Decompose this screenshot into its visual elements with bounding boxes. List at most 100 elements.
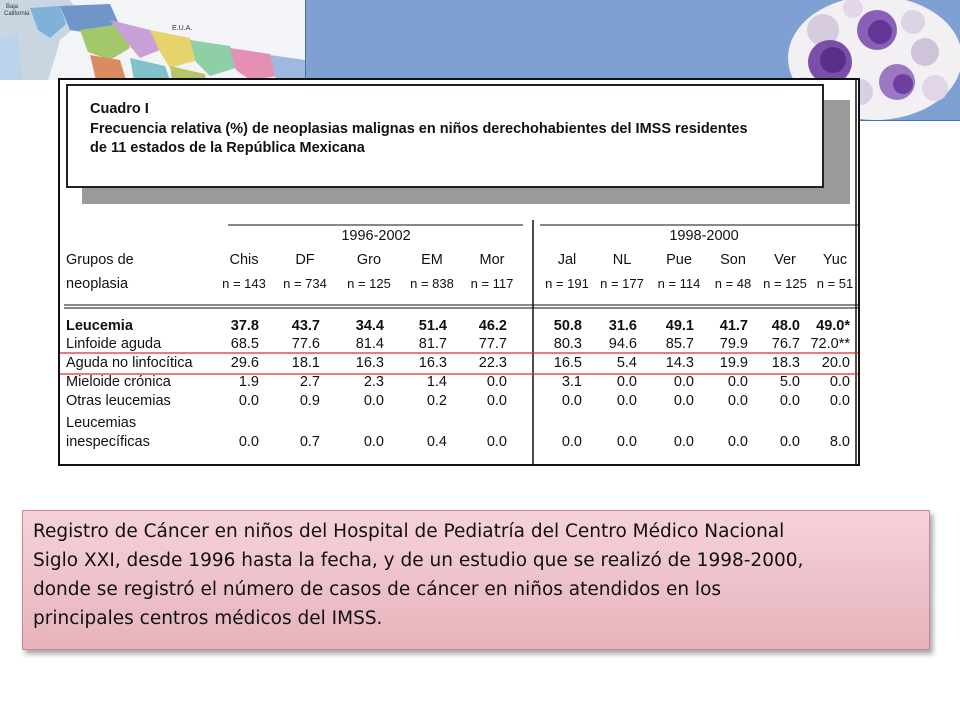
col-header-state: Jal bbox=[558, 252, 577, 268]
cell-value: 0.0 bbox=[364, 434, 384, 450]
description-line-3: donde se registró el número de casos de … bbox=[33, 579, 722, 600]
row-label: Mieloide crónica bbox=[66, 374, 172, 390]
period-header-2: 1998-2000 bbox=[669, 228, 738, 244]
cell-value: 0.0 bbox=[830, 374, 850, 390]
cell-value: 34.4 bbox=[356, 318, 384, 334]
cell-value: 1.4 bbox=[427, 374, 447, 390]
cell-value: 81.4 bbox=[356, 336, 384, 352]
cell-value: 79.9 bbox=[720, 336, 748, 352]
cell-value: 81.7 bbox=[419, 336, 447, 352]
cell-value: 0.9 bbox=[300, 393, 320, 409]
cell-value: 14.3 bbox=[666, 355, 694, 371]
cell-value: 0.0 bbox=[239, 393, 259, 409]
col-header-state: Ver bbox=[774, 252, 796, 268]
cell-value: 0.0 bbox=[487, 434, 507, 450]
cell-value: 0.0 bbox=[830, 393, 850, 409]
cell-value: 51.4 bbox=[419, 318, 447, 334]
cell-value: 22.3 bbox=[479, 355, 507, 371]
cell-value: 0.0 bbox=[674, 434, 694, 450]
cell-value: 0.0 bbox=[780, 393, 800, 409]
cell-value: 0.0 bbox=[487, 374, 507, 390]
row-label: Otras leucemias bbox=[66, 393, 171, 409]
map-label-state-2: California bbox=[4, 11, 30, 17]
row-header-line-1: Grupos de bbox=[66, 252, 134, 268]
cell-value: 85.7 bbox=[666, 336, 694, 352]
cell-value: 0.0 bbox=[562, 434, 582, 450]
cell-value: 0.2 bbox=[427, 393, 447, 409]
col-header-state: Yuc bbox=[823, 252, 847, 268]
data-table: 1996-2002 1998-2000 Grupos de neoplasia Chis… bbox=[60, 80, 858, 464]
cell-value: 41.7 bbox=[720, 318, 748, 334]
cell-value: 0.0 bbox=[674, 393, 694, 409]
col-header-state: DF bbox=[295, 252, 314, 268]
cell-value: 49.0* bbox=[816, 318, 850, 334]
col-header-n: n = 114 bbox=[658, 276, 701, 291]
cell-value: 76.7 bbox=[772, 336, 800, 352]
map-label-country: E.U.A. bbox=[172, 25, 192, 32]
cell-value: 5.4 bbox=[617, 355, 637, 371]
cell-value: 49.1 bbox=[666, 318, 694, 334]
cell-value: 80.3 bbox=[554, 336, 582, 352]
cell-value: 0.0 bbox=[239, 434, 259, 450]
col-header-n: n = 125 bbox=[763, 276, 807, 291]
cell-value: 0.0 bbox=[487, 393, 507, 409]
cell-value: 0.0 bbox=[780, 434, 800, 450]
col-header-state: NL bbox=[613, 252, 632, 268]
cell-value: 46.2 bbox=[479, 318, 507, 334]
cell-value: 68.5 bbox=[231, 336, 259, 352]
cell-value: 0.0 bbox=[617, 393, 637, 409]
period-header-1: 1996-2002 bbox=[341, 228, 410, 244]
row-header-line-2: neoplasia bbox=[66, 276, 129, 292]
row-label-line-2: inespecíficas bbox=[66, 434, 150, 450]
col-header-state: Son bbox=[720, 252, 746, 268]
row-label: Leucemia bbox=[66, 318, 134, 334]
cell-value: 0.7 bbox=[300, 434, 320, 450]
col-header-n: n = 191 bbox=[545, 276, 589, 291]
col-header-n: n = 143 bbox=[222, 276, 266, 291]
description-box: Registro de Cáncer en niños del Hospital… bbox=[22, 510, 930, 650]
cell-value: 2.7 bbox=[300, 374, 320, 390]
cell-value: 0.0 bbox=[674, 374, 694, 390]
col-header-n: n = 734 bbox=[283, 276, 327, 291]
cell-value: 37.8 bbox=[231, 318, 259, 334]
col-header-n: n = 177 bbox=[600, 276, 644, 291]
cell-value: 3.1 bbox=[562, 374, 582, 390]
col-header-state: Mor bbox=[480, 252, 505, 268]
cell-value: 0.0 bbox=[617, 374, 637, 390]
map-label-state: Baja bbox=[6, 4, 19, 10]
cell-value: 20.0 bbox=[822, 355, 850, 371]
col-header-n: n = 125 bbox=[347, 276, 391, 291]
description-line-4: principales centros médicos del IMSS. bbox=[33, 608, 383, 629]
cell-value: 18.3 bbox=[772, 355, 800, 371]
col-header-state: EM bbox=[421, 252, 443, 268]
cell-value: 0.0 bbox=[364, 393, 384, 409]
col-header-n: n = 838 bbox=[410, 276, 454, 291]
cell-value: 77.6 bbox=[292, 336, 320, 352]
cell-value: 5.0 bbox=[780, 374, 800, 390]
cell-value: 16.5 bbox=[554, 355, 582, 371]
caption-line-1: Frecuencia relativa (%) de neoplasias ma… bbox=[90, 120, 748, 137]
description-line-1: Registro de Cáncer en niños del Hospital… bbox=[33, 521, 785, 542]
table-figure: Cuadro I Frecuencia relativa (%) de neop… bbox=[58, 78, 860, 466]
cell-value: 0.0 bbox=[728, 393, 748, 409]
cell-value: 19.9 bbox=[720, 355, 748, 371]
cell-value: 31.6 bbox=[609, 318, 637, 334]
caption-box: Cuadro I Frecuencia relativa (%) de neop… bbox=[66, 84, 824, 188]
cell-value: 72.0** bbox=[810, 336, 850, 352]
cell-value: 0.0 bbox=[562, 393, 582, 409]
row-label: Aguda no linfocítica bbox=[66, 355, 193, 371]
cell-value: 0.0 bbox=[728, 374, 748, 390]
cell-value: 18.1 bbox=[292, 355, 320, 371]
cell-value: 77.7 bbox=[479, 336, 507, 352]
row-label-line-1: Leucemias bbox=[66, 415, 136, 431]
col-header-state: Pue bbox=[666, 252, 692, 268]
cell-value: 0.4 bbox=[427, 434, 447, 450]
col-header-n: n = 117 bbox=[471, 276, 514, 291]
cell-value: 16.3 bbox=[419, 355, 447, 371]
cell-value: 43.7 bbox=[292, 318, 320, 334]
cell-value: 29.6 bbox=[231, 355, 259, 371]
description-line-2: Siglo XXI, desde 1996 hasta la fecha, y … bbox=[33, 550, 804, 571]
cell-value: 8.0 bbox=[830, 434, 850, 450]
caption-line-2: de 11 estados de la República Mexicana bbox=[90, 140, 365, 156]
col-header-state: Chis bbox=[229, 252, 258, 268]
